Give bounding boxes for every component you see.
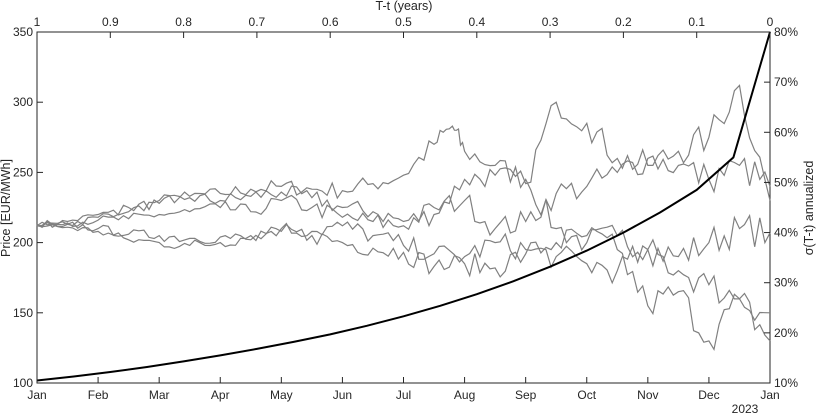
x-bottom-tick-label: Mar <box>149 388 170 402</box>
y-right-tick-label: 30% <box>774 276 798 290</box>
x-bottom-tick-label: Jun <box>333 388 352 402</box>
x-bottom-tick-label: Nov <box>637 388 658 402</box>
plot-frame <box>36 31 771 384</box>
price-path-1 <box>36 125 771 268</box>
y-left-tick-label: 300 <box>13 95 33 109</box>
x-top-tick-label: 0 <box>767 15 774 29</box>
x-bottom-tick-label: Jan <box>27 388 46 402</box>
y-axis-right-ticks: 10% 20% 30% 40% 50% 60% 70% 80% <box>764 25 798 390</box>
x-top-tick-label: 1 <box>34 15 41 29</box>
y-left-tick-label: 200 <box>13 236 33 250</box>
x-bottom-tick-label: Feb <box>88 388 109 402</box>
price-path-4 <box>36 221 771 352</box>
y-right-tick-label: 10% <box>774 376 798 390</box>
price-path-3 <box>36 155 771 237</box>
x-bottom-tick-label: Jan <box>760 388 779 402</box>
price-path-5 <box>36 221 771 322</box>
axes-frame <box>36 31 771 384</box>
x-top-tick-label: 0.8 <box>175 15 192 29</box>
volatility-curve <box>36 31 771 382</box>
x-top-tick-label: 0.4 <box>468 15 485 29</box>
y-right-tick-label: 40% <box>774 226 798 240</box>
y-right-tick-label: 20% <box>774 326 798 340</box>
y-left-tick-label: 250 <box>13 165 33 179</box>
x-top-tick-label: 0.3 <box>542 15 559 29</box>
x-bottom-tick-label: Apr <box>211 388 230 402</box>
price-paths-layer <box>36 84 771 352</box>
y-axis-left-label: Price [EUR/MWh] <box>0 159 13 257</box>
x-bottom-tick-label: May <box>270 388 293 402</box>
y-axis-left-ticks: 100 150 200 250 300 350 <box>13 25 43 390</box>
x-bottom-tick-label: Aug <box>454 388 475 402</box>
x-axis-year-label: 2023 <box>732 402 759 416</box>
y-right-tick-label: 60% <box>774 125 798 139</box>
y-axis-right-label: σ(T-t) annualized <box>802 161 816 256</box>
y-right-tick-label: 70% <box>774 75 798 89</box>
x-axis-bottom-ticks: Jan Feb Mar Apr May Jun Jul Aug Sep Oct Nov Dec Jan <box>27 377 780 402</box>
x-bottom-tick-label: Sep <box>515 388 537 402</box>
x-bottom-tick-label: Jul <box>396 388 411 402</box>
volatility-curve-layer <box>36 31 771 382</box>
y-left-tick-label: 150 <box>13 306 33 320</box>
x-top-tick-label: 0.1 <box>688 15 705 29</box>
y-right-tick-label: 80% <box>774 25 798 39</box>
x-top-tick-label: 0.6 <box>322 15 339 29</box>
y-left-tick-label: 100 <box>13 376 33 390</box>
x-bottom-tick-label: Oct <box>577 388 596 402</box>
x-top-tick-label: 0.7 <box>249 15 266 29</box>
y-right-tick-label: 50% <box>774 175 798 189</box>
x-axis-top-label: T-t (years) <box>376 0 433 13</box>
y-left-tick-label: 350 <box>13 25 33 39</box>
x-top-tick-label: 0.2 <box>615 15 632 29</box>
x-bottom-tick-label: Dec <box>698 388 719 402</box>
price-path-2 <box>36 84 771 228</box>
x-top-tick-label: 0.5 <box>395 15 412 29</box>
x-axis-top-ticks: 1 0.9 0.8 0.7 0.6 0.5 0.4 0.3 0.2 0.1 0 <box>34 15 774 38</box>
x-top-tick-label: 0.9 <box>102 15 119 29</box>
